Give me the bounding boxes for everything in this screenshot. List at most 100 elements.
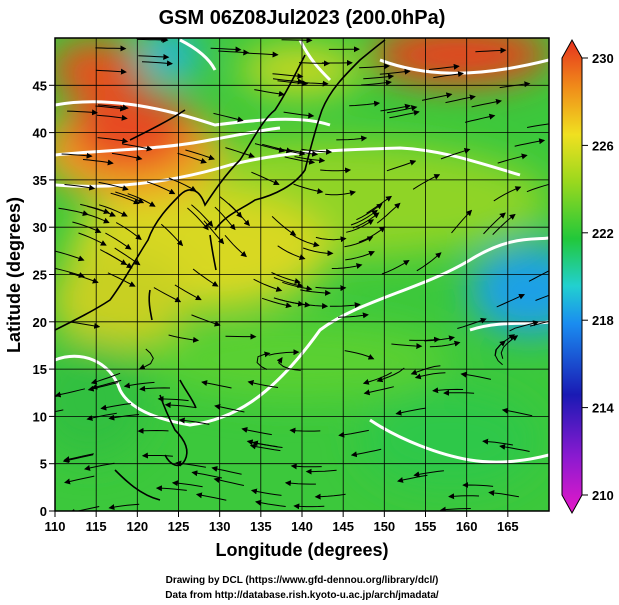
streamline: [168, 334, 200, 343]
streamline: [210, 46, 242, 53]
streamline: [201, 380, 232, 389]
streamline: [338, 429, 369, 438]
streamline: [433, 71, 464, 79]
streamline: [254, 143, 286, 153]
streamline: [141, 60, 173, 67]
streamline: [271, 216, 297, 236]
streamline: [349, 100, 381, 107]
x-tick-label: 115: [86, 519, 107, 534]
streamline: [391, 343, 423, 350]
streamline: [358, 226, 386, 243]
streamline: [138, 53, 170, 60]
streamline: [69, 272, 99, 284]
streamline: [410, 365, 441, 376]
streamline: [492, 213, 516, 235]
streamline: [250, 488, 282, 496]
streamline: [185, 149, 215, 161]
streamline: [78, 232, 107, 246]
y-tick-label: 45: [33, 78, 47, 93]
streamline: [191, 314, 221, 327]
streamline: [389, 109, 420, 119]
streamline: [123, 381, 155, 389]
streamline: [213, 477, 245, 486]
streamline: [494, 340, 506, 366]
streamline: [160, 223, 184, 247]
streamline: [499, 443, 530, 452]
streamline: [98, 181, 129, 191]
streamline: [174, 284, 202, 301]
streamline: [214, 403, 245, 413]
lat-lon-grid: [55, 38, 549, 511]
streamline: [137, 427, 169, 434]
streamline: [213, 112, 244, 123]
streamline: [69, 321, 101, 329]
streamline: [99, 249, 128, 266]
coastlines: [55, 39, 386, 501]
streamline: [107, 272, 136, 287]
y-tick-label: 0: [40, 504, 47, 519]
streamline: [366, 195, 393, 214]
streamline: [457, 317, 487, 329]
x-axis-ticks: 110 115 120 125 130 135 140 145 150 155 160 165: [45, 511, 519, 534]
streamline: [153, 287, 182, 303]
y-tick-label: 20: [33, 315, 47, 330]
streamline: [115, 222, 142, 241]
streamline: [191, 470, 222, 479]
streamline: [488, 490, 519, 498]
streamline: [344, 236, 374, 248]
streamline: [499, 81, 531, 89]
y-axis-label: Latitude (degrees): [4, 197, 24, 353]
streamline: [55, 388, 86, 398]
x-tick-label: 120: [126, 519, 148, 534]
streamline: [95, 105, 127, 112]
streamline: [110, 192, 140, 205]
y-tick-label: 35: [33, 173, 47, 188]
streamline: [471, 98, 502, 108]
streamline: [529, 320, 549, 327]
x-tick-label: 110: [45, 519, 66, 534]
streamline: [314, 493, 346, 500]
colorbar: 210 214 218 222 226 230: [561, 38, 614, 515]
streamline: [262, 143, 293, 154]
streamline: [97, 137, 129, 144]
streamline: [95, 45, 127, 52]
streamline: [363, 73, 395, 80]
streamline: [397, 474, 428, 483]
streamline: [315, 285, 347, 292]
streamline: [256, 351, 271, 370]
map-title: GSM 06Z08Jul2023 (200.0hPa): [159, 7, 446, 29]
streamline: [255, 499, 286, 507]
streamline: [443, 389, 475, 396]
y-tick-label: 5: [40, 457, 47, 472]
streamline: [289, 427, 321, 434]
streamline: [141, 452, 173, 459]
streamline: [305, 468, 337, 475]
streamline: [273, 277, 304, 289]
streamline: [362, 372, 392, 385]
streamline: [247, 380, 279, 388]
streamline: [100, 403, 131, 411]
streamline: [178, 417, 210, 425]
y-tick-label: 40: [33, 126, 47, 141]
colorbar-label: 230: [592, 51, 614, 66]
streamline: [535, 294, 549, 301]
streamline: [350, 209, 378, 226]
streamline: [253, 278, 283, 292]
colorbar-label: 222: [592, 226, 614, 241]
streamline: [122, 143, 153, 152]
streamline: [62, 454, 94, 464]
streamline: [175, 460, 206, 468]
y-tick-label: 15: [33, 362, 47, 377]
streamline: [359, 63, 390, 70]
streamline: [451, 209, 473, 234]
streamline: [300, 289, 332, 296]
streamline: [224, 234, 247, 258]
x-tick-label: 155: [415, 519, 437, 534]
streamline: [114, 247, 141, 266]
streamline: [284, 156, 316, 165]
streamline: [254, 89, 285, 97]
streamline: [96, 114, 128, 121]
streamline: [249, 443, 281, 452]
colorbar-label: 214: [592, 401, 614, 416]
